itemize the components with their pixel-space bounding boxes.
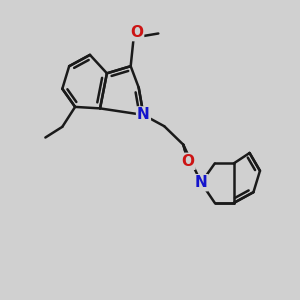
Text: N: N bbox=[137, 107, 150, 122]
Text: O: O bbox=[182, 154, 194, 169]
Text: O: O bbox=[130, 25, 143, 40]
Text: N: N bbox=[195, 175, 208, 190]
